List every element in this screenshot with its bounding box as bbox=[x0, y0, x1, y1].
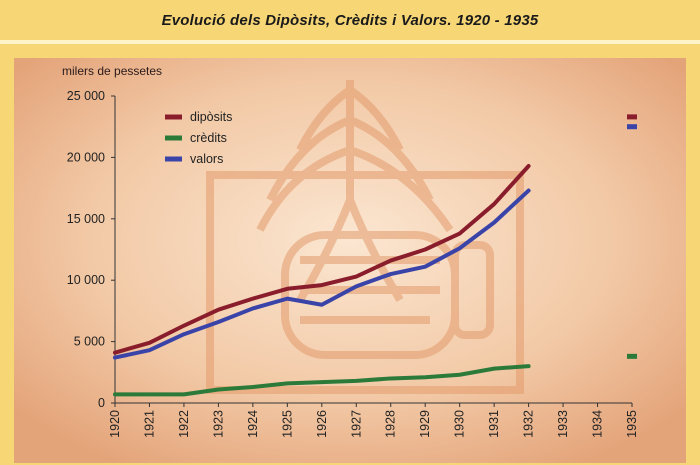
chart-title: Evolució dels Dipòsits, Crèdits i Valors… bbox=[161, 11, 539, 29]
x-tick-label: 1935 bbox=[625, 410, 639, 438]
axes: 0 5 000 10 000 15 000 20 000 25 000 1920 1921 19… bbox=[67, 89, 639, 438]
title-divider bbox=[0, 40, 700, 44]
x-tick-label: 1921 bbox=[142, 410, 156, 438]
y-tick-label: 15 000 bbox=[67, 212, 105, 226]
x-tick-label: 1922 bbox=[177, 410, 191, 438]
x-tick-label: 1929 bbox=[418, 410, 432, 438]
marker-1935-diposits bbox=[627, 114, 637, 120]
marker-1935-credits bbox=[627, 353, 637, 359]
y-axis-label: milers de pessetes bbox=[62, 64, 163, 78]
legend: dipòsits crèdits valors bbox=[165, 110, 232, 166]
series-line-credits bbox=[113, 364, 531, 397]
y-tick-label: 0 bbox=[98, 396, 105, 410]
fist-wheat-watermark bbox=[206, 80, 524, 394]
legend-label-credits: crèdits bbox=[190, 131, 227, 145]
y-tick-label: 20 000 bbox=[67, 150, 105, 164]
x-tick-label: 1927 bbox=[349, 410, 363, 438]
x-tick-label: 1925 bbox=[280, 410, 294, 438]
series-lines bbox=[113, 114, 637, 397]
title-bar: Evolució dels Dipòsits, Crèdits i Valors… bbox=[0, 0, 700, 40]
x-tick-label: 1926 bbox=[315, 410, 329, 438]
legend-label-diposits: dipòsits bbox=[190, 110, 232, 124]
y-tick-label: 25 000 bbox=[67, 89, 105, 103]
series-line-valors bbox=[113, 188, 531, 360]
x-tick-label: 1920 bbox=[108, 410, 122, 438]
x-tick-label: 1930 bbox=[453, 410, 467, 438]
marker-1935-valors bbox=[627, 124, 637, 130]
x-tick-label: 1924 bbox=[246, 410, 260, 438]
x-tick-label: 1931 bbox=[487, 410, 501, 438]
x-tick-label: 1932 bbox=[522, 410, 536, 438]
x-tick-label: 1933 bbox=[556, 410, 570, 438]
y-tick-label: 10 000 bbox=[67, 273, 105, 287]
x-tick-label: 1923 bbox=[211, 410, 225, 438]
series-line-diposits bbox=[113, 163, 531, 355]
x-tick-label: 1934 bbox=[591, 410, 605, 438]
x-tick-label: 1928 bbox=[384, 410, 398, 438]
y-tick-label: 5 000 bbox=[74, 335, 105, 349]
legend-label-valors: valors bbox=[190, 152, 223, 166]
